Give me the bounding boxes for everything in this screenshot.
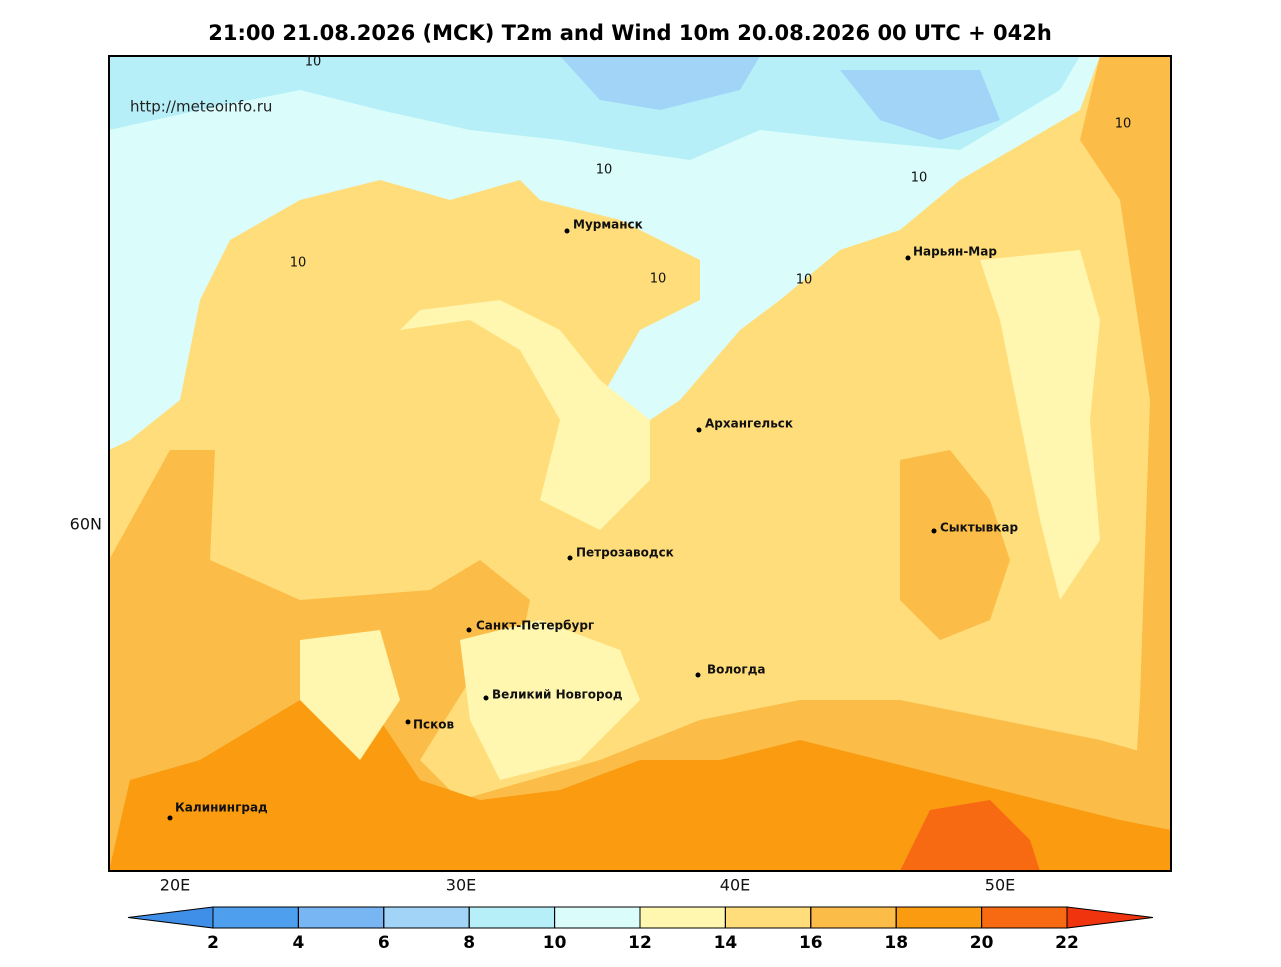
map-frame [108,55,1172,872]
colorbar-segment [639,906,726,929]
colorbar-segment [724,906,812,929]
colorbar-tick-label: 4 [292,933,304,953]
contour-labels: 10 10 10 10 10 10 10 [290,55,1132,288]
lon-label: 40E [720,876,750,895]
colorbar-tick-label: 6 [378,933,390,953]
city-dot [931,528,937,534]
contour-label: 10 [796,273,813,288]
lon-label: 20E [160,876,190,895]
colorbar-segment [554,906,641,929]
colorbar-tick-label: 18 [884,933,908,953]
colorbar-extend [1066,906,1154,929]
city-dot [564,228,570,234]
city-label: Великий Новгород [492,688,623,702]
city-label: Мурманск [573,218,643,232]
contour-label: 10 [596,163,613,178]
city-label: Сыктывкар [940,521,1018,535]
city-dot [696,427,702,433]
city-dot [567,555,573,561]
colorbar-segment [212,906,299,929]
colorbar-segment [383,906,470,929]
city-dot [405,719,411,725]
colorbar-segment [297,906,385,929]
city-label: Архангельск [705,417,793,431]
contour-label: 10 [290,256,307,271]
city-dot [695,672,701,678]
cities: Мурманск Нарьян-Мар Архангельск Сыктывка… [167,218,1018,821]
city-label: Нарьян-Мар [913,245,997,259]
colorbar-segment [468,906,556,929]
colorbar-segment [895,906,983,929]
city-label: Псков [413,718,455,732]
colorbar-tick-label: 16 [799,933,823,953]
colorbar-tick-label: 20 [970,933,994,953]
lat-label: 60N [70,515,102,534]
city-dot [905,255,911,261]
colorbar-segment [810,906,897,929]
map [109,56,1171,871]
colorbar: 2 4 6 8 10 12 14 16 18 20 22 [127,906,1154,953]
contour-label: 10 [911,171,928,186]
city-label: Калининград [175,801,268,815]
colorbar-tick-label: 2 [207,933,219,953]
city-label: Петрозаводск [576,546,674,560]
city-label: Вологда [707,663,765,677]
lon-label: 30E [446,876,476,895]
colorbar-tick-label: 12 [628,933,652,953]
colorbar-tick-label: 14 [714,933,738,953]
source: http://meteoinfo.ru [130,98,272,116]
city-dot [167,815,173,821]
colorbar-tick-label: 8 [463,933,475,953]
title: 21:00 21.08.2026 (MCK) T2m and Wind 10m … [208,21,1052,45]
contour-label: 10 [305,55,322,70]
colorbar-tick-label: 22 [1055,933,1079,953]
colorbar-segment [981,906,1068,929]
colorbar-extend [127,906,214,929]
contour-label: 10 [1115,117,1132,132]
colorbar-tick-label: 10 [543,933,567,953]
lon-label: 50E [985,876,1015,895]
contour-label: 10 [650,272,667,287]
city-label: Санкт-Петербург [476,619,594,633]
city-dot [483,695,489,701]
city-dot [466,627,472,633]
